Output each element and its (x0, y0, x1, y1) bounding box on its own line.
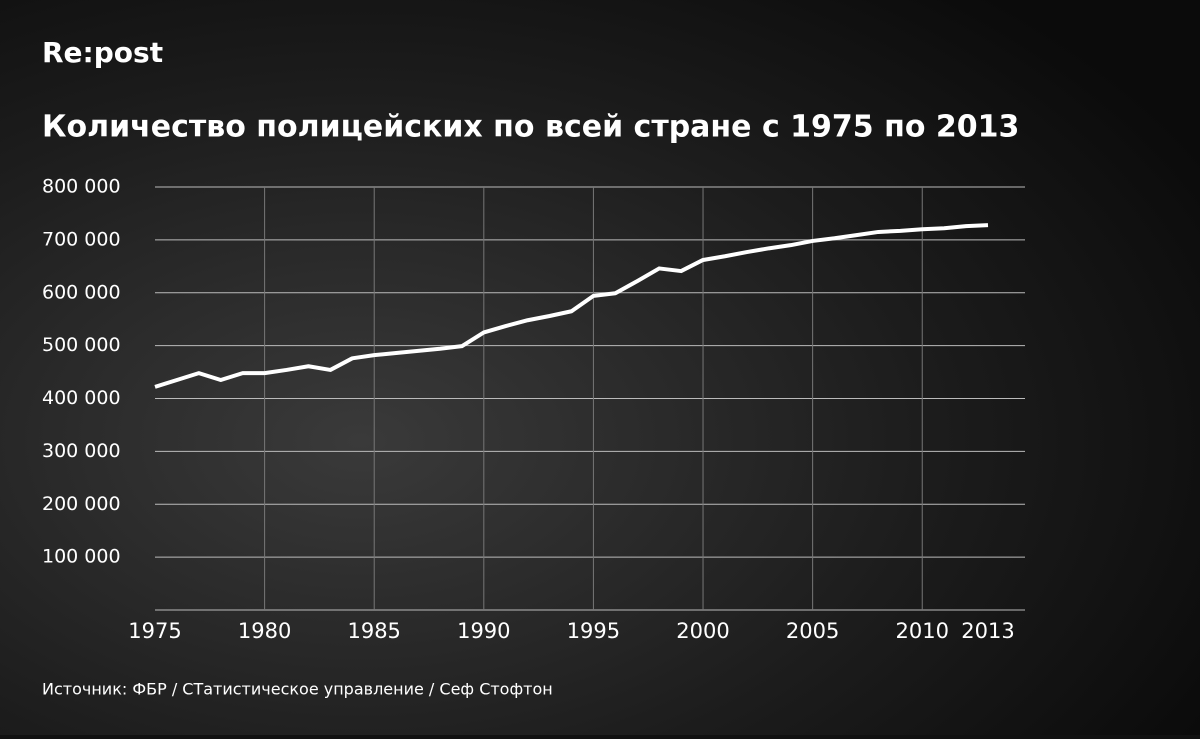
x-tick-label: 2005 (786, 619, 839, 643)
source: Источник: ФБР / СТатистическое управлени… (42, 680, 553, 699)
x-tick-label: 1995 (567, 619, 620, 643)
x-tick-label: 1975 (128, 619, 181, 643)
x-tick-label: 2000 (676, 619, 729, 643)
line (154, 223, 989, 389)
y-tick-label: 300 000 (42, 440, 121, 462)
y-tick-label: 800 000 (42, 176, 121, 198)
x-tick-label: 2010 (896, 619, 949, 643)
x-tick-label: 1990 (457, 619, 510, 643)
y-tick-label: 500 000 (42, 334, 121, 356)
chart-title: Количество полицейских по всей стране с … (42, 110, 1019, 145)
y-tick-label: 200 000 (42, 493, 121, 515)
y-tick-label: 600 000 (42, 281, 121, 303)
brand: Re:post (42, 36, 163, 69)
x-tick-label: 1985 (347, 619, 400, 643)
y-tick-label: 400 000 (42, 387, 121, 409)
x-tick-label: 1980 (238, 619, 291, 643)
y-tick-label: 700 000 (42, 228, 121, 250)
x-tick-label: 2013 (961, 619, 1014, 643)
y-tick-label: 100 000 (42, 546, 121, 568)
